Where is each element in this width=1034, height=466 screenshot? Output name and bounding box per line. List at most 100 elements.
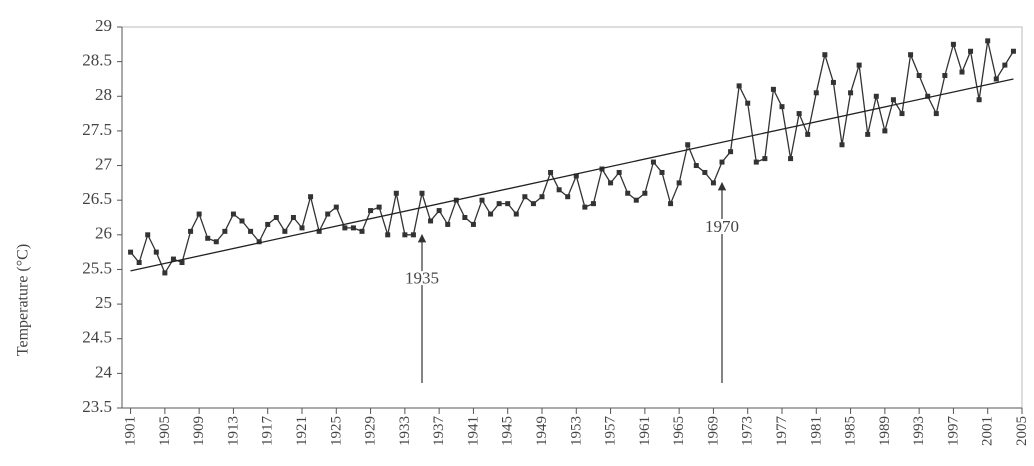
- y-tick-label: 25: [95, 293, 112, 312]
- y-tick-label: 23.5: [82, 397, 112, 416]
- point: [822, 52, 828, 58]
- point: [299, 225, 305, 231]
- point: [479, 197, 485, 203]
- point: [625, 190, 631, 196]
- point: [445, 221, 451, 227]
- point: [153, 249, 159, 255]
- point: [402, 232, 408, 238]
- x-tick-label: 1985: [843, 416, 859, 446]
- point: [342, 225, 348, 231]
- x-tick-label: 1941: [465, 416, 481, 446]
- point: [273, 215, 279, 220]
- point: [393, 190, 399, 196]
- point: [350, 225, 356, 231]
- point: [633, 197, 639, 203]
- point: [136, 260, 142, 266]
- point: [693, 163, 699, 169]
- point: [650, 159, 656, 165]
- point: [728, 149, 734, 155]
- point: [993, 76, 999, 82]
- x-tick-label: 1905: [157, 416, 173, 446]
- point: [505, 201, 511, 207]
- x-tick-label: 1981: [808, 416, 824, 446]
- point: [162, 270, 168, 276]
- y-tick-label: 25.5: [82, 258, 112, 277]
- x-tick-label: 1953: [568, 416, 584, 446]
- point: [419, 190, 425, 196]
- point: [942, 72, 948, 78]
- point: [170, 256, 176, 262]
- y-tick-label: 28: [95, 85, 112, 104]
- point: [282, 228, 288, 234]
- point: [436, 208, 442, 214]
- point: [830, 79, 836, 85]
- y-tick-label: 28.5: [82, 51, 112, 70]
- point: [179, 260, 185, 266]
- point: [788, 156, 794, 162]
- point: [573, 173, 579, 179]
- point: [368, 208, 374, 214]
- point: [496, 201, 502, 207]
- point: [556, 187, 562, 193]
- point: [265, 221, 271, 227]
- point: [813, 90, 819, 96]
- point: [916, 72, 922, 78]
- x-tick-label: 2005: [1014, 416, 1030, 446]
- x-tick-label: 1929: [363, 416, 379, 446]
- point: [410, 232, 416, 238]
- y-tick-label: 29: [95, 16, 112, 35]
- x-tick-label: 1913: [225, 416, 241, 446]
- point: [256, 239, 262, 245]
- point: [968, 48, 974, 54]
- point: [839, 142, 845, 148]
- x-tick-label: 1909: [191, 416, 207, 446]
- plot-area: [121, 26, 1023, 409]
- point: [376, 204, 382, 210]
- point: [702, 169, 708, 175]
- x-tick-label: 1933: [397, 416, 413, 446]
- x-tick-label: 1945: [500, 416, 516, 446]
- point: [462, 215, 468, 220]
- point: [899, 111, 905, 117]
- point: [865, 131, 871, 137]
- y-tick-label: 26.5: [82, 189, 112, 208]
- y-tick-label: 27: [95, 154, 113, 173]
- point: [796, 111, 802, 117]
- point: [513, 211, 519, 217]
- point: [308, 194, 314, 200]
- annotation-label: 1935: [405, 269, 439, 288]
- point: [676, 180, 682, 186]
- point: [642, 190, 648, 196]
- x-tick-label: 1977: [774, 416, 790, 447]
- point: [950, 41, 956, 47]
- x-tick-label: 1961: [637, 416, 653, 446]
- y-tick-label: 26: [95, 224, 112, 243]
- point: [359, 228, 365, 234]
- x-tick-label: 1973: [740, 416, 756, 446]
- x-tick-label: 1989: [877, 416, 893, 446]
- point: [196, 211, 202, 217]
- x-tick-label: 1997: [945, 416, 961, 447]
- point: [325, 211, 331, 217]
- point: [205, 235, 211, 241]
- point: [470, 221, 476, 227]
- point: [779, 104, 785, 110]
- point: [685, 142, 691, 148]
- point: [488, 211, 494, 217]
- x-tick-label: 1921: [294, 416, 310, 446]
- point: [539, 194, 545, 200]
- point: [145, 232, 151, 238]
- x-tick-label: 1901: [123, 416, 139, 446]
- point: [616, 169, 622, 175]
- x-tick-label: 1925: [328, 416, 344, 446]
- point: [213, 239, 219, 245]
- x-tick-label: 2001: [980, 416, 996, 446]
- point: [385, 232, 391, 238]
- point: [222, 228, 228, 234]
- point: [736, 83, 742, 89]
- point: [188, 228, 194, 234]
- point: [1002, 62, 1008, 68]
- point: [659, 169, 665, 175]
- point: [719, 159, 725, 165]
